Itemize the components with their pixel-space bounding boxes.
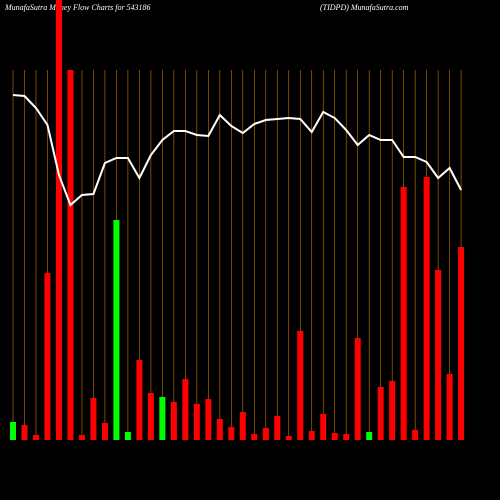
bar [239,412,246,440]
bar [458,247,465,440]
bar [423,177,430,440]
bar [170,402,177,440]
bar [101,423,108,440]
bar [389,381,396,440]
bar [274,416,281,440]
bar [308,431,315,440]
bar [193,404,200,440]
bar [78,435,85,440]
bar [331,433,338,440]
bar [366,432,373,440]
bar [147,393,154,440]
bar [32,435,39,440]
chart-subtitle: (TIDPD) MunafaSutra.com [320,3,409,12]
bar [10,422,16,440]
bar [216,419,223,440]
bar [55,0,62,440]
bar [124,432,131,440]
money-flow-line [12,94,462,207]
bar [297,331,304,440]
bar [44,273,51,440]
bar [251,434,258,440]
bar [136,360,143,440]
bar [412,430,419,440]
bar [320,414,327,440]
bar [400,187,407,440]
chart-title: MunafaSutra Money Flow Charts for 543186 [4,3,151,12]
bar [446,374,453,440]
bar [343,434,350,440]
bar [159,397,166,440]
bar [377,387,384,440]
bar [285,436,292,440]
bar [435,270,442,440]
bar [262,428,269,440]
bar [228,427,235,440]
bar [67,70,74,440]
bar [182,379,189,440]
bar [90,398,97,440]
bar [113,220,120,440]
bar [354,338,361,440]
bar [205,399,212,440]
bar [21,425,28,440]
